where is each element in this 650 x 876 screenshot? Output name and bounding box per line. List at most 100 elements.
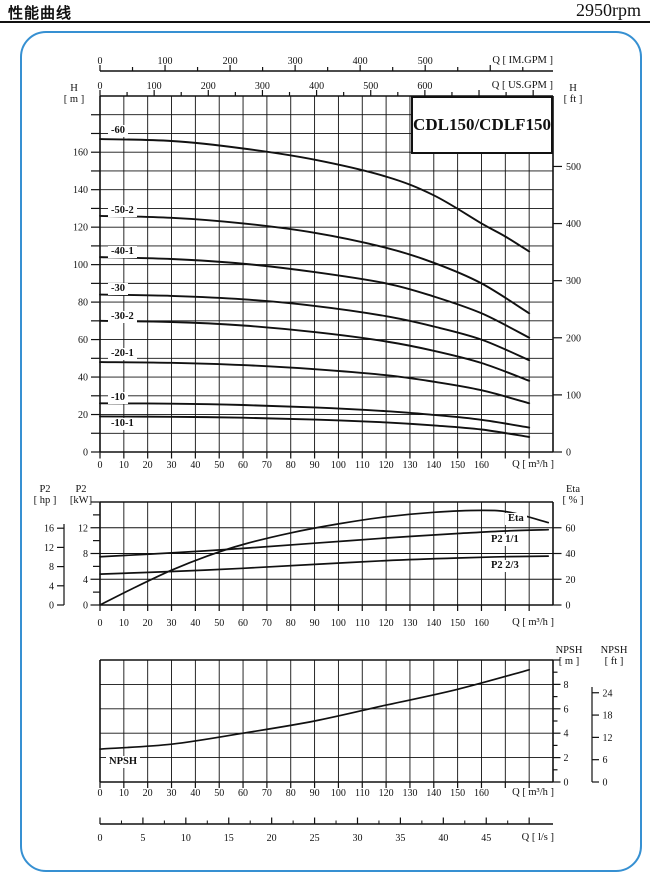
curve-label-20-1: -20-1 (108, 348, 137, 360)
q-tick-label: 0 (98, 788, 103, 799)
h-ft-tick-label: 100 (566, 390, 581, 401)
curve--40-1 (99, 256, 531, 339)
q-tick-label: 90 (310, 618, 320, 629)
curve--10 (99, 402, 531, 429)
q-tick-label: 110 (355, 618, 370, 629)
kw-tick-label: 4 (83, 575, 88, 586)
ls-tick-label: 40 (438, 833, 448, 844)
q-tick-label: 90 (310, 788, 320, 799)
q-tick-label: 120 (379, 788, 394, 799)
q-tick-label: 100 (331, 460, 346, 471)
h-m-tick-label: 140 (73, 185, 88, 196)
usgpm-tick-label: 600 (417, 81, 432, 92)
eta-tick-label: 40 (566, 549, 576, 560)
h-ft-tick-label: 400 (566, 219, 581, 230)
ls-tick-label: 20 (267, 833, 277, 844)
usgpm-tick-label: 100 (147, 81, 162, 92)
q-tick-label: 120 (379, 460, 394, 471)
h-m-tick-label: 80 (78, 298, 88, 309)
curve-P2-1/1 (99, 528, 550, 558)
kw-tick-label: 12 (78, 523, 88, 534)
q-tick-label: 140 (426, 460, 441, 471)
q-tick-label: 130 (402, 460, 417, 471)
curve--30-2 (99, 319, 531, 382)
rpm-label: 2950rpm (576, 0, 641, 20)
eta-tick-label: 20 (566, 575, 576, 586)
q-tick-label: 20 (143, 618, 153, 629)
q-tick-label: 150 (450, 788, 465, 799)
ls-tick-label: 10 (181, 833, 191, 844)
h-ft-tick-label: 0 (566, 448, 571, 459)
q-tick-label: 20 (143, 460, 153, 471)
npsh-m-tick-label: 4 (564, 729, 569, 740)
ls-tick-label: 0 (98, 833, 103, 844)
p2-hp-axis-title: P2[ hp ] (33, 484, 57, 506)
q-tick-label: 160 (474, 460, 489, 471)
curve-npsh (99, 668, 531, 750)
q-tick-label: 60 (238, 788, 248, 799)
hp-tick-label: 4 (49, 581, 54, 592)
imgpm-tick-label: 200 (223, 56, 238, 67)
npsh-ft-tick-label: 12 (603, 733, 613, 744)
imgpm-tick-label: 400 (353, 56, 368, 67)
curve--10-1 (99, 415, 531, 438)
curve-label-30: -30 (108, 283, 128, 295)
q-tick-label: 40 (190, 618, 200, 629)
ls-tick-label: 25 (310, 833, 320, 844)
h-m-tick-label: 0 (83, 448, 88, 459)
hp-tick-label: 16 (44, 524, 54, 535)
q-tick-label: 70 (262, 460, 272, 471)
q-tick-label: 80 (286, 788, 296, 799)
q-tick-label: 0 (98, 618, 103, 629)
q-m3h-axis-title-npsh: Q [ m³/h ] (512, 787, 554, 798)
q-tick-label: 60 (238, 618, 248, 629)
q-tick-label: 30 (167, 618, 177, 629)
curve-label-30-2: -30-2 (108, 311, 137, 323)
curve--20-1 (99, 361, 531, 405)
curve--30 (99, 293, 531, 362)
q-m3h-axis-title-main: Q [ m³/h ] (512, 459, 554, 470)
imgpm-tick-label: 300 (288, 56, 303, 67)
q-usgpm-axis-title: Q [ US.GPM ] (491, 80, 553, 91)
curve-label-p2-2-3: P2 2/3 (488, 560, 522, 572)
q-tick-label: 100 (331, 788, 346, 799)
curve-label-p2-1-1: P2 1/1 (488, 534, 522, 546)
npsh-m-tick-label: 2 (564, 753, 569, 764)
usgpm-tick-label: 0 (98, 81, 103, 92)
q-tick-label: 160 (474, 788, 489, 799)
curve-label-eta: Eta (505, 513, 527, 525)
q-tick-label: 150 (450, 460, 465, 471)
curve-label-50-2: -50-2 (108, 205, 137, 217)
h-m-tick-label: 160 (73, 148, 88, 159)
imgpm-tick-label: 100 (158, 56, 173, 67)
chart-panel-border (20, 31, 642, 872)
q-tick-label: 50 (214, 788, 224, 799)
p2-kw-axis-title: P2 [kW] (69, 484, 93, 506)
eta-tick-label: 0 (566, 601, 571, 612)
q-tick-label: 50 (214, 618, 224, 629)
q-tick-label: 20 (143, 788, 153, 799)
q-tick-label: 130 (402, 788, 417, 799)
usgpm-tick-label: 400 (309, 81, 324, 92)
npsh-m-tick-label: 8 (564, 680, 569, 691)
usgpm-tick-label: 500 (363, 81, 378, 92)
h-ft-tick-label: 200 (566, 333, 581, 344)
q-tick-label: 10 (119, 618, 129, 629)
h-m-axis-title: H[ m ] (63, 83, 85, 105)
curve-Eta (99, 509, 550, 606)
q-tick-label: 40 (190, 788, 200, 799)
q-imgpm-axis-title: Q [ IM.GPM ] (492, 55, 553, 66)
curve-label-40-1: -40-1 (108, 246, 137, 258)
q-tick-label: 120 (379, 618, 394, 629)
q-tick-label: 100 (331, 618, 346, 629)
q-tick-label: 30 (167, 788, 177, 799)
npsh-ft-tick-label: 0 (603, 778, 608, 789)
q-tick-label: 110 (355, 788, 370, 799)
hp-tick-label: 8 (49, 562, 54, 573)
q-tick-label: 10 (119, 460, 129, 471)
q-tick-label: 80 (286, 460, 296, 471)
ls-tick-label: 5 (140, 833, 145, 844)
npsh-m-tick-label: 0 (564, 778, 569, 789)
